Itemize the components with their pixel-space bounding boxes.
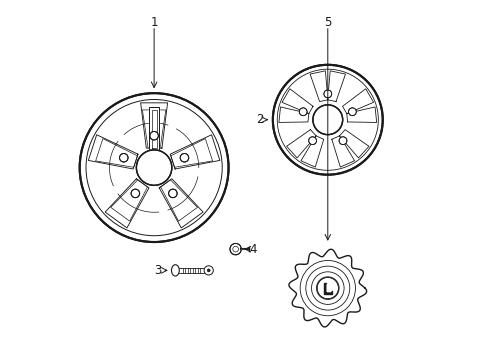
Circle shape	[149, 131, 158, 140]
Polygon shape	[141, 103, 167, 148]
Circle shape	[317, 278, 338, 299]
Circle shape	[80, 93, 228, 242]
Circle shape	[119, 153, 128, 162]
Text: 2: 2	[255, 113, 263, 126]
Polygon shape	[286, 130, 316, 158]
Circle shape	[180, 153, 188, 162]
Polygon shape	[346, 107, 376, 122]
Circle shape	[203, 266, 213, 275]
Polygon shape	[170, 135, 220, 169]
Circle shape	[136, 150, 171, 185]
Polygon shape	[331, 136, 354, 167]
Circle shape	[299, 108, 306, 116]
Polygon shape	[327, 71, 345, 102]
Polygon shape	[309, 71, 327, 102]
Polygon shape	[342, 89, 373, 114]
Polygon shape	[282, 89, 312, 114]
Circle shape	[207, 269, 210, 272]
Text: 5: 5	[324, 16, 331, 29]
Circle shape	[323, 90, 331, 98]
Circle shape	[312, 105, 342, 135]
Polygon shape	[88, 135, 138, 169]
Circle shape	[168, 189, 177, 198]
Polygon shape	[324, 283, 331, 293]
Circle shape	[338, 137, 346, 145]
Polygon shape	[278, 107, 308, 122]
Polygon shape	[326, 284, 330, 292]
Polygon shape	[301, 136, 323, 167]
Text: 4: 4	[248, 243, 256, 256]
Circle shape	[308, 137, 316, 145]
Circle shape	[229, 243, 241, 255]
Circle shape	[348, 108, 356, 116]
Polygon shape	[339, 130, 368, 158]
Polygon shape	[288, 249, 366, 327]
Circle shape	[272, 65, 382, 175]
Text: 1: 1	[150, 16, 158, 29]
Circle shape	[131, 189, 140, 198]
Polygon shape	[159, 179, 203, 228]
Text: 3: 3	[154, 264, 161, 277]
Ellipse shape	[171, 265, 179, 276]
Polygon shape	[105, 179, 149, 228]
Polygon shape	[148, 107, 159, 150]
